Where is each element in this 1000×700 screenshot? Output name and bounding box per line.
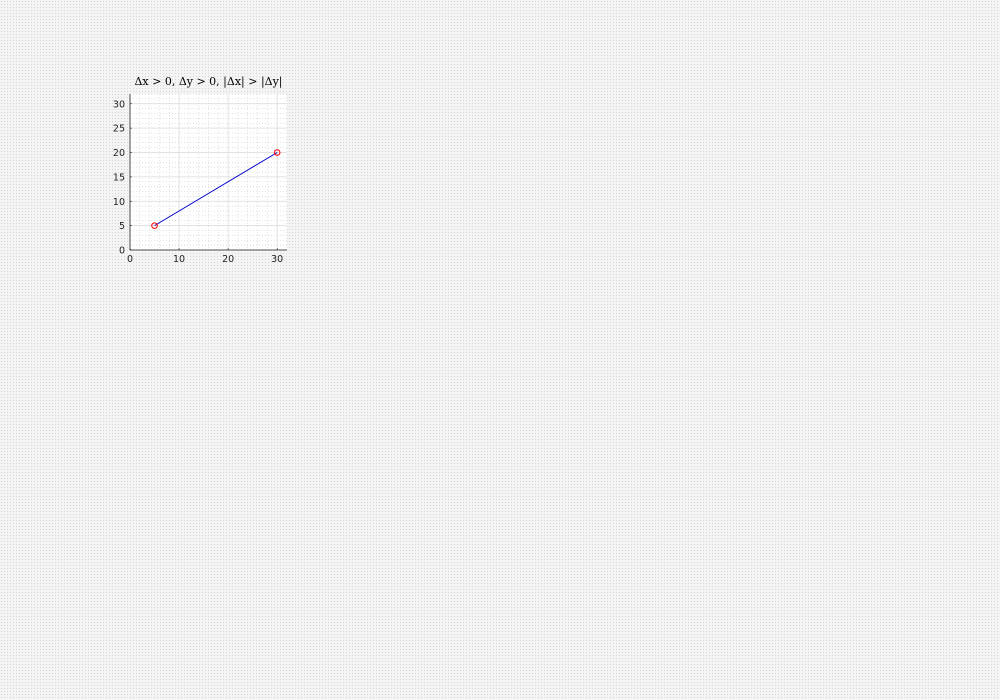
- x-tick-label: 10: [173, 254, 185, 265]
- y-tick-label: 30: [113, 99, 125, 110]
- data-point-marker: [151, 222, 158, 229]
- y-tick-label: 10: [113, 197, 125, 208]
- series-line: [154, 152, 278, 227]
- series: [151, 149, 281, 229]
- axes: [129, 94, 287, 251]
- y-tick-label: 20: [113, 148, 125, 159]
- y-ticks: 0 5 10 15 20 25 30: [113, 99, 132, 257]
- x-ticks: 0 10 20 30: [127, 248, 283, 265]
- x-tick-label: 30: [271, 254, 283, 265]
- y-tick-label: 0: [119, 246, 125, 257]
- y-tick-label: 25: [113, 124, 125, 135]
- data-point-marker: [273, 149, 281, 156]
- x-tick-label: 20: [222, 254, 234, 265]
- y-tick-label: 5: [119, 221, 125, 232]
- minor-grid: [130, 93, 288, 250]
- chart-title: Δx > 0, Δy > 0, |Δx| > |Δy|: [134, 75, 282, 89]
- y-tick-label: 15: [113, 172, 125, 183]
- x-tick-label: 0: [127, 254, 133, 265]
